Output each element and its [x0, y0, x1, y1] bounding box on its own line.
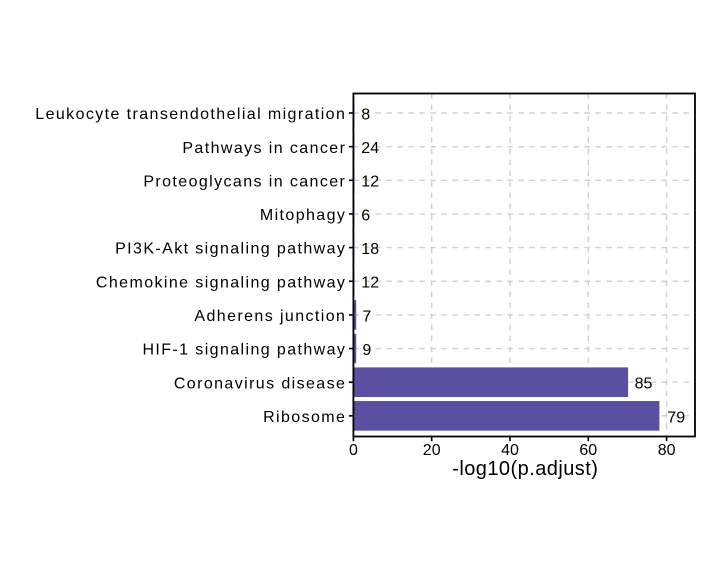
- svg-text:Chemokine signaling pathway: Chemokine signaling pathway: [96, 274, 346, 291]
- svg-text:9: 9: [362, 342, 371, 359]
- svg-text:Coronavirus disease: Coronavirus disease: [174, 375, 346, 392]
- svg-text:24: 24: [361, 140, 379, 157]
- svg-text:0: 0: [349, 442, 358, 459]
- svg-text:12: 12: [361, 174, 379, 191]
- svg-text:18: 18: [361, 241, 379, 258]
- svg-text:12: 12: [361, 275, 379, 292]
- svg-text:Leukocyte transendothelial mig: Leukocyte transendothelial migration: [35, 106, 346, 123]
- svg-text:Proteoglycans in cancer: Proteoglycans in cancer: [143, 173, 346, 190]
- svg-text:85: 85: [635, 376, 653, 393]
- svg-text:Ribosome: Ribosome: [263, 409, 346, 426]
- svg-text:40: 40: [501, 442, 519, 459]
- svg-text:7: 7: [362, 308, 371, 325]
- svg-text:6: 6: [361, 207, 370, 224]
- svg-text:Adherens junction: Adherens junction: [194, 308, 346, 325]
- svg-text:20: 20: [423, 442, 441, 459]
- svg-text:PI3K-Akt signaling pathway: PI3K-Akt signaling pathway: [115, 241, 346, 258]
- svg-text:79: 79: [667, 409, 685, 426]
- svg-text:80: 80: [658, 442, 676, 459]
- svg-text:HIF-1 signaling pathway: HIF-1 signaling pathway: [142, 342, 346, 359]
- svg-text:Mitophagy: Mitophagy: [260, 207, 346, 224]
- svg-text:8: 8: [361, 106, 370, 123]
- svg-text:-log10(p.adjust): -log10(p.adjust): [452, 458, 598, 480]
- svg-text:Pathways in cancer: Pathways in cancer: [182, 140, 346, 157]
- svg-text:60: 60: [579, 442, 597, 459]
